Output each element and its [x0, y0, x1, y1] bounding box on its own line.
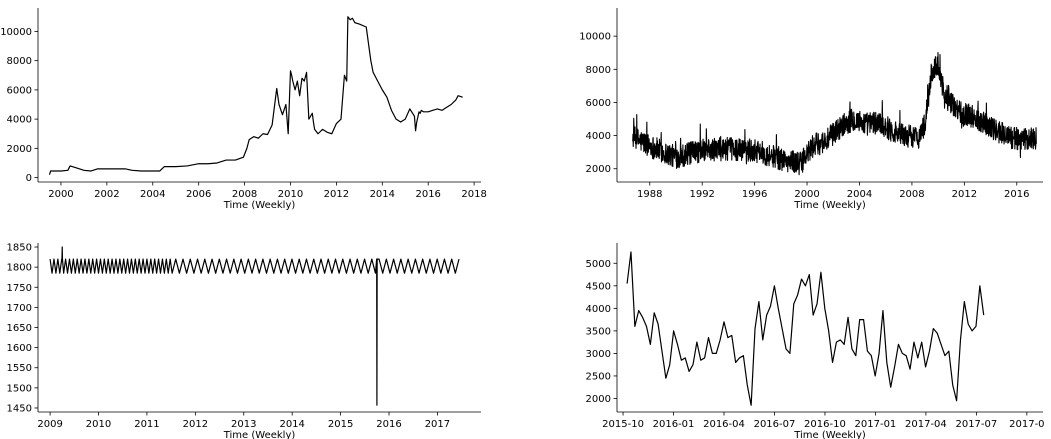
x-tick-label: 2018: [461, 189, 486, 200]
x-tick-label: 2017: [425, 419, 450, 430]
x-tick-label: 2015: [328, 419, 353, 430]
x-tick-label: 1996: [742, 189, 767, 200]
chart-panel-2: 2000 4000 6000 8000 10000 1988 1992 1996 2000 200…: [579, 8, 1043, 211]
x-tick-label: 2012: [324, 189, 349, 200]
x-tick-label: 2004: [140, 189, 165, 200]
x-tick-label: 2014: [370, 189, 395, 200]
series-line: [626, 251, 985, 406]
y-tick-label: 3500: [586, 326, 611, 337]
x-tick-label: 2014: [279, 419, 304, 430]
x-tick-label: 2017-07: [955, 419, 997, 430]
x-tick-label: 2000: [794, 189, 819, 200]
x-tick-label: 2000: [48, 189, 73, 200]
y-tick-label: 6000: [586, 98, 611, 109]
y-tick-label: 10000: [579, 32, 611, 43]
x-tick-label: 2012: [183, 419, 208, 430]
x-tick-label: 2006: [186, 189, 211, 200]
y-tick-label: 2000: [586, 164, 611, 175]
series-line: [49, 246, 460, 406]
y-tick-label: 1450: [7, 403, 32, 414]
y-tick-label: 1650: [7, 323, 32, 334]
x-tick-label: 1992: [689, 189, 714, 200]
y-tick-label: 4000: [7, 115, 32, 126]
x-axis-label: Time (Weekly): [223, 200, 296, 211]
x-tick-label: 2017-04: [905, 419, 947, 430]
chart-panel-4: 2000 2500 3000 3500 4000 4500 5000 2015-10 2016-…: [586, 243, 1045, 439]
x-tick-label: 2013: [231, 419, 256, 430]
chart-panel-3: 1450 1500 1550 1600 1650 1700 1750 1800 1850 2009…: [7, 243, 481, 439]
y-tick-label: 2000: [7, 144, 32, 155]
y-tick-label: 2500: [586, 371, 611, 382]
x-tick-label: 2016-04: [703, 419, 745, 430]
x-tick-label: 1988: [637, 189, 662, 200]
x-axis-label: Time (Weekly): [223, 430, 296, 439]
x-tick-label: 2016-07: [754, 419, 796, 430]
x-tick-label: 2009: [37, 419, 62, 430]
x-tick-label: 2008: [899, 189, 924, 200]
y-tick-label: 2000: [586, 394, 611, 405]
x-tick-label: 2016-01: [653, 419, 695, 430]
chart-panel-1: 0 2000 4000 6000 8000 10000 2000 2002 2004 2006 20…: [0, 8, 487, 211]
y-tick-label: 1700: [7, 303, 32, 314]
y-tick-label: 1750: [7, 283, 32, 294]
y-tick-label: 10000: [0, 27, 32, 38]
x-tick-label: 2011: [134, 419, 159, 430]
y-tick-label: 4000: [586, 131, 611, 142]
series-line: [632, 51, 1037, 176]
x-tick-label: 2016: [415, 189, 440, 200]
x-tick-label: 2017-0: [1009, 419, 1044, 430]
x-tick-label: 2004: [847, 189, 872, 200]
y-tick-label: 3000: [586, 349, 611, 360]
x-tick-label: 2010: [86, 419, 111, 430]
x-tick-label: 2016: [1004, 189, 1029, 200]
x-tick-label: 2016: [376, 419, 401, 430]
y-tick-label: 8000: [586, 65, 611, 76]
x-tick-label: 2008: [232, 189, 257, 200]
x-axis-label: Time (Weekly): [793, 430, 866, 439]
y-tick-label: 1500: [7, 383, 32, 394]
y-tick-label: 6000: [7, 85, 32, 96]
y-tick-label: 1550: [7, 363, 32, 374]
x-tick-label: 2002: [94, 189, 119, 200]
y-tick-label: 0: [26, 173, 32, 184]
y-tick-label: 1850: [7, 243, 32, 254]
x-axis-label: Time (Weekly): [793, 200, 866, 211]
x-tick-label: 2012: [952, 189, 977, 200]
x-tick-label: 2017-01: [855, 419, 897, 430]
x-tick-label: 2016-10: [804, 419, 846, 430]
y-tick-label: 1600: [7, 343, 32, 354]
x-tick-label: 2015-10: [602, 419, 644, 430]
y-tick-label: 4000: [586, 304, 611, 315]
y-tick-label: 1800: [7, 263, 32, 274]
series-line: [48, 16, 463, 175]
y-tick-label: 4500: [586, 281, 611, 292]
y-tick-label: 8000: [7, 56, 32, 67]
y-tick-label: 5000: [586, 259, 611, 270]
x-tick-label: 2010: [278, 189, 303, 200]
